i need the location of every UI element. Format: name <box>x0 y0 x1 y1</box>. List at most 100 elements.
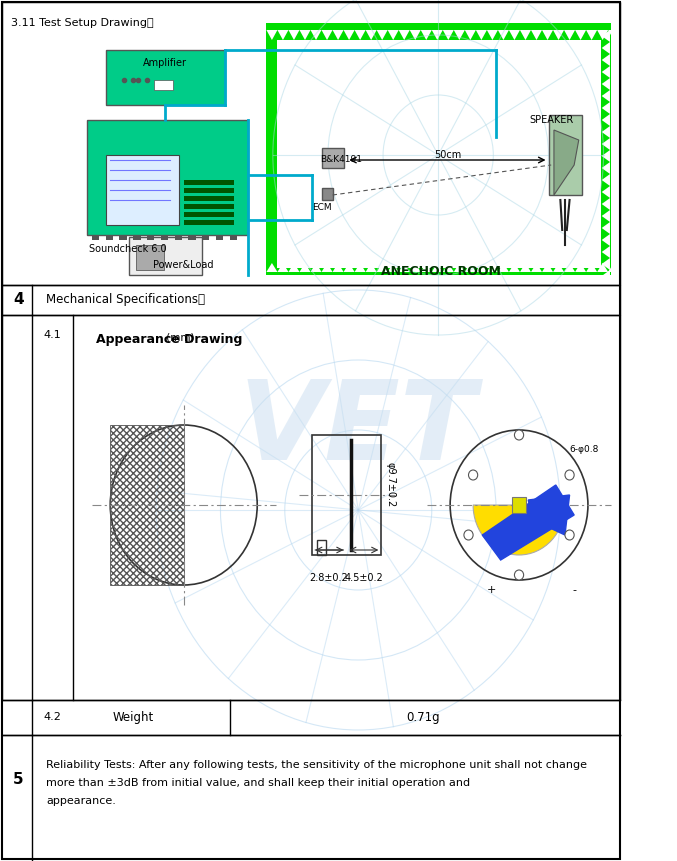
Polygon shape <box>509 263 520 272</box>
Polygon shape <box>410 263 420 272</box>
Polygon shape <box>597 30 608 40</box>
Polygon shape <box>432 263 443 272</box>
Text: 4.2: 4.2 <box>43 712 62 722</box>
Bar <box>183 196 234 201</box>
Circle shape <box>565 530 574 540</box>
Bar <box>119 235 127 240</box>
Polygon shape <box>528 495 569 535</box>
Bar <box>278 40 600 268</box>
Bar <box>110 425 183 585</box>
Polygon shape <box>564 30 575 40</box>
Circle shape <box>515 430 523 440</box>
Polygon shape <box>288 30 299 40</box>
Text: 50cm: 50cm <box>434 150 461 160</box>
Text: -: - <box>572 585 576 595</box>
Circle shape <box>565 470 574 480</box>
Polygon shape <box>388 263 399 272</box>
Text: appearance.: appearance. <box>46 796 116 806</box>
Polygon shape <box>602 186 610 198</box>
Polygon shape <box>597 263 608 272</box>
Bar <box>322 148 345 168</box>
Polygon shape <box>531 30 542 40</box>
Polygon shape <box>602 78 610 90</box>
Text: Mechanical Specifications：: Mechanical Specifications： <box>46 294 205 307</box>
Polygon shape <box>465 30 476 40</box>
Bar <box>106 155 179 225</box>
Polygon shape <box>476 30 487 40</box>
Polygon shape <box>602 54 610 66</box>
Bar <box>106 235 113 240</box>
Text: VET: VET <box>239 376 477 484</box>
Bar <box>175 235 182 240</box>
Bar <box>154 80 173 90</box>
Bar <box>549 115 582 195</box>
Bar <box>129 237 202 275</box>
Bar <box>92 235 100 240</box>
Text: 5: 5 <box>13 772 24 788</box>
Polygon shape <box>487 263 498 272</box>
Polygon shape <box>443 263 454 272</box>
Polygon shape <box>366 263 376 272</box>
Circle shape <box>464 530 473 540</box>
Polygon shape <box>602 246 610 258</box>
Text: 3.11 Test Setup Drawing：: 3.11 Test Setup Drawing： <box>11 18 154 28</box>
Polygon shape <box>343 263 355 272</box>
Bar <box>133 235 141 240</box>
Polygon shape <box>355 30 366 40</box>
Polygon shape <box>602 222 610 234</box>
Text: 4.5±0.2: 4.5±0.2 <box>345 573 383 583</box>
Text: 6-φ0.8: 6-φ0.8 <box>569 445 599 454</box>
Polygon shape <box>366 30 376 40</box>
Polygon shape <box>602 234 610 246</box>
Text: Soundcheck 6.0: Soundcheck 6.0 <box>89 244 167 254</box>
Polygon shape <box>278 30 288 40</box>
Polygon shape <box>575 30 586 40</box>
Text: 4.1: 4.1 <box>43 330 61 340</box>
Polygon shape <box>443 30 454 40</box>
Polygon shape <box>602 102 610 114</box>
Polygon shape <box>355 263 366 272</box>
Polygon shape <box>602 150 610 162</box>
Bar <box>147 235 154 240</box>
Polygon shape <box>482 485 574 560</box>
Polygon shape <box>376 30 388 40</box>
Polygon shape <box>520 263 531 272</box>
Bar <box>512 497 527 513</box>
Polygon shape <box>602 42 610 54</box>
Text: ECM: ECM <box>312 203 332 212</box>
Polygon shape <box>332 30 343 40</box>
Bar <box>183 180 234 185</box>
Polygon shape <box>564 263 575 272</box>
Polygon shape <box>498 263 509 272</box>
Polygon shape <box>602 126 610 138</box>
Text: ANECHOIC ROOM: ANECHOIC ROOM <box>381 265 501 278</box>
Text: Appearance Drawing: Appearance Drawing <box>96 333 243 346</box>
Bar <box>202 235 209 240</box>
Bar <box>216 235 223 240</box>
Circle shape <box>468 470 478 480</box>
Text: 4: 4 <box>13 293 24 307</box>
Polygon shape <box>542 30 553 40</box>
Bar <box>87 120 248 235</box>
Polygon shape <box>602 138 610 150</box>
Polygon shape <box>553 263 564 272</box>
Circle shape <box>515 570 523 580</box>
Text: 2.8±0.2: 2.8±0.2 <box>309 573 348 583</box>
Polygon shape <box>311 263 322 272</box>
Text: Reliability Tests: After any following tests, the sensitivity of the microphone : Reliability Tests: After any following t… <box>46 760 587 770</box>
Bar <box>106 50 225 105</box>
Polygon shape <box>498 30 509 40</box>
Polygon shape <box>332 263 343 272</box>
Wedge shape <box>473 505 565 555</box>
Polygon shape <box>410 30 420 40</box>
Polygon shape <box>476 263 487 272</box>
Bar <box>183 188 234 193</box>
Polygon shape <box>487 30 498 40</box>
Bar <box>317 540 326 555</box>
Bar <box>2 285 620 315</box>
Bar <box>160 235 168 240</box>
Polygon shape <box>602 30 610 42</box>
Polygon shape <box>299 263 311 272</box>
Polygon shape <box>322 30 332 40</box>
Polygon shape <box>520 30 531 40</box>
